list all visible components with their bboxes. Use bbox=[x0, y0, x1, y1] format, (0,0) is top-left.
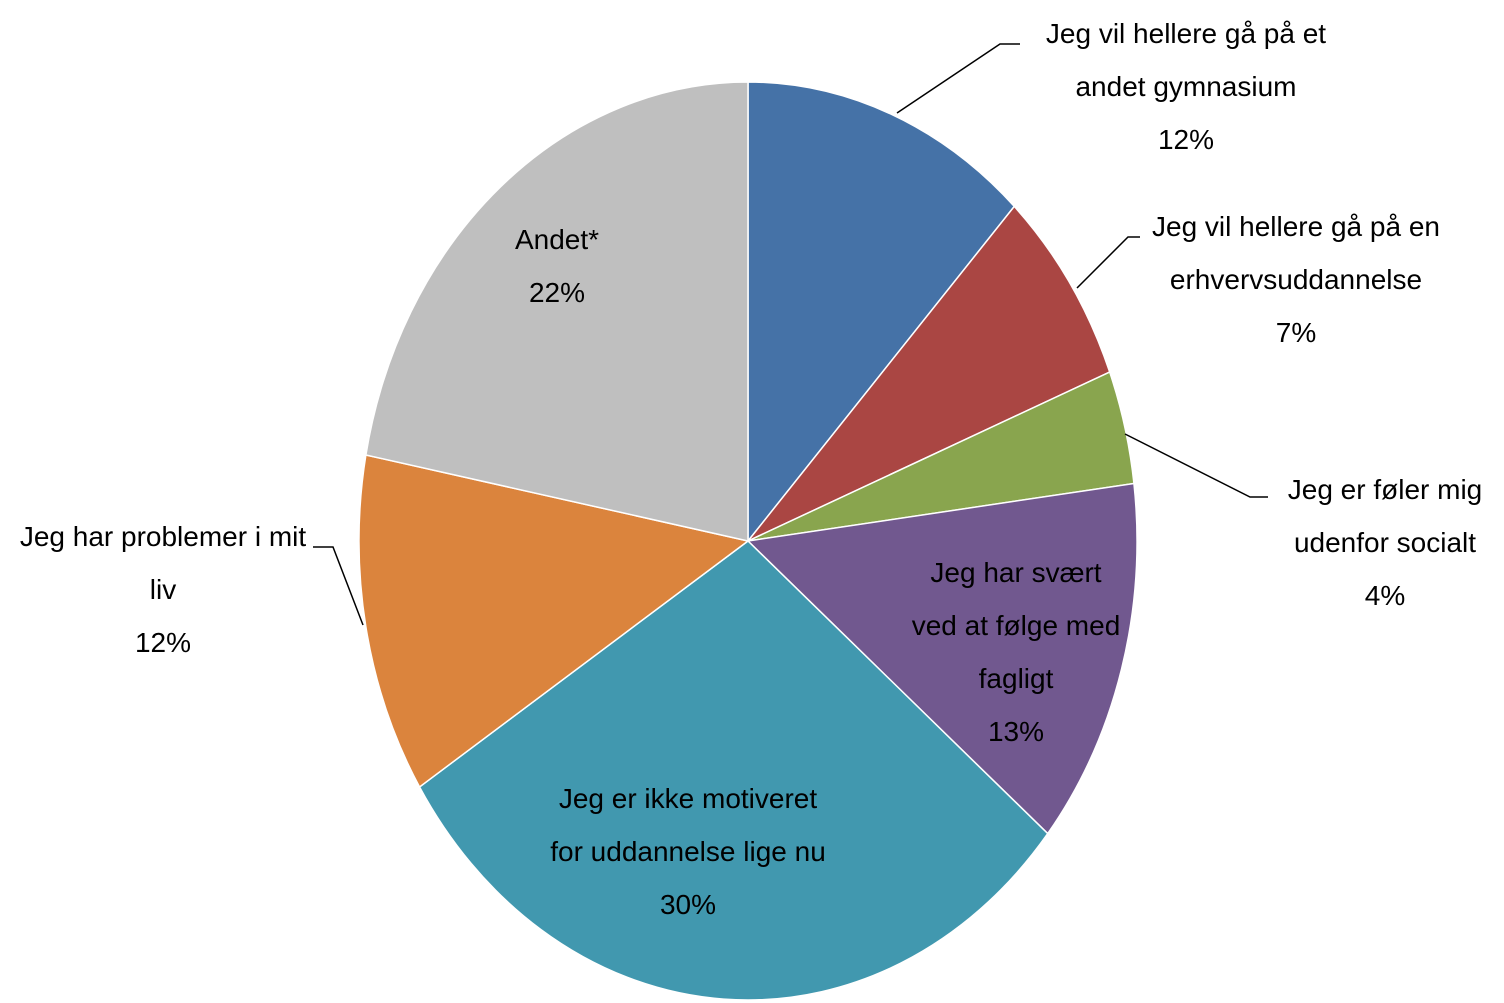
pie-slice bbox=[365, 81, 749, 542]
slice-label: Andet* 22% bbox=[457, 213, 657, 319]
leader-line bbox=[1076, 236, 1140, 289]
value-label: 4% bbox=[1364, 580, 1406, 611]
slice-label: Jeg er ikke motiveret for uddannelse lig… bbox=[546, 772, 830, 931]
value-label: 13% bbox=[987, 716, 1045, 747]
category-label: Jeg vil hellere gå på en erhvervsuddanne… bbox=[1152, 211, 1440, 295]
category-label: Jeg er føler mig udenfor socialt bbox=[1287, 474, 1483, 558]
pie-slice bbox=[746, 482, 1138, 835]
category-label: Jeg har svært ved at følge med fagligt bbox=[911, 557, 1121, 694]
category-label: Jeg er ikke motiveret for uddannelse lig… bbox=[550, 783, 826, 867]
value-label: 7% bbox=[1275, 317, 1317, 348]
pie-slice bbox=[747, 81, 1016, 544]
category-label: Jeg vil hellere gå på et andet gymnasium bbox=[1045, 18, 1327, 102]
value-label: 30% bbox=[659, 889, 717, 920]
pie-slice bbox=[418, 540, 1049, 1001]
leader-line bbox=[1124, 433, 1268, 498]
leader-line bbox=[896, 43, 1020, 114]
pie-slice bbox=[747, 205, 1111, 542]
value-label: 12% bbox=[134, 627, 192, 658]
slice-label: Jeg er føler mig udenfor socialt 4% bbox=[1265, 463, 1504, 622]
category-label: Jeg har problemer i mit liv bbox=[19, 521, 307, 605]
slice-label: Jeg har problemer i mit liv 12% bbox=[8, 510, 318, 669]
category-label: Andet* bbox=[514, 224, 600, 255]
pie-slice bbox=[358, 454, 750, 789]
value-label: 12% bbox=[1157, 124, 1215, 155]
slice-label: Jeg vil hellere gå på en erhvervsuddanne… bbox=[1150, 200, 1442, 359]
slice-label: Jeg har svært ved at følge med fagligt 13… bbox=[911, 546, 1121, 758]
slice-label: Jeg vil hellere gå på et andet gymnasium… bbox=[1011, 7, 1361, 166]
value-label: 22% bbox=[528, 277, 586, 308]
leader-line bbox=[313, 546, 364, 626]
pie bbox=[358, 81, 1138, 1001]
